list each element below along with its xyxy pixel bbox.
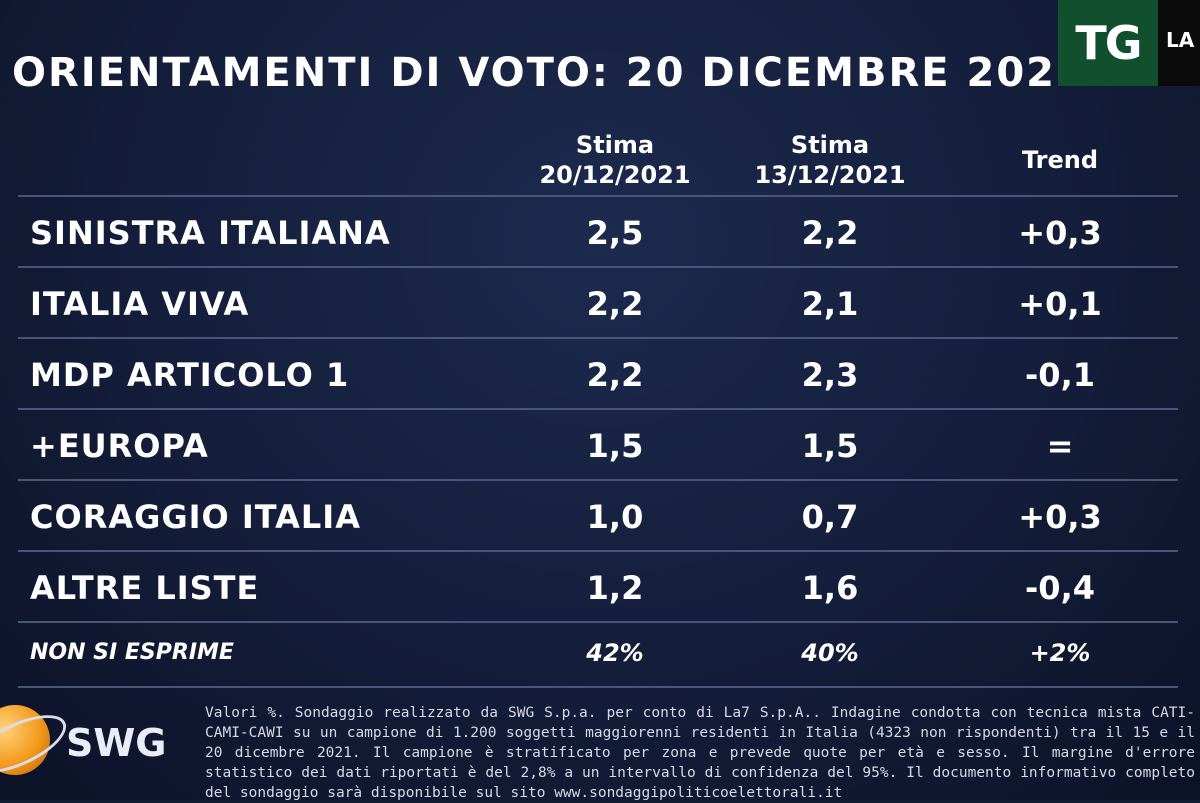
- party-name: NON SI ESPRIME: [30, 640, 234, 665]
- stima-13-value: 0,7: [801, 498, 859, 536]
- trend-value: +2%: [1029, 639, 1091, 667]
- table-divider: [18, 408, 1178, 410]
- stima-20-value: 2,2: [586, 356, 644, 394]
- swg-logo: SWG: [0, 695, 190, 800]
- table-divider: [18, 195, 1178, 197]
- table-row: SINISTRA ITALIANA 2,5 2,2 +0,3: [0, 198, 1200, 268]
- table-divider: [18, 621, 1178, 623]
- table-row: MDP ARTICOLO 1 2,2 2,3 -0,1: [0, 340, 1200, 410]
- column-header-line1: Trend: [1021, 146, 1099, 174]
- column-header-line2: 13/12/2021: [754, 161, 906, 189]
- tg-logo-text: TG: [1058, 0, 1158, 86]
- trend-value: +0,1: [1018, 285, 1102, 323]
- trend-value: -0,4: [1025, 569, 1095, 607]
- table-row: +EUROPA 1,5 1,5 =: [0, 411, 1200, 481]
- table-row: CORAGGIO ITALIA 1,0 0,7 +0,3: [0, 482, 1200, 552]
- party-name: CORAGGIO ITALIA: [30, 498, 361, 536]
- column-header-line1: Stima: [790, 131, 870, 159]
- table-row-non-si-esprime: NON SI ESPRIME 42% 40% +2%: [0, 620, 1200, 686]
- stima-13-value: 40%: [801, 639, 859, 667]
- stima-20-value: 2,5: [586, 214, 644, 252]
- table-divider: [18, 266, 1178, 268]
- la7-logo-text: LA: [1166, 28, 1195, 52]
- trend-value: +0,3: [1018, 498, 1102, 536]
- stima-13-value: 2,2: [801, 214, 859, 252]
- stima-20-value: 1,0: [586, 498, 644, 536]
- party-name: ITALIA VIVA: [30, 285, 250, 323]
- stima-13-value: 1,5: [801, 427, 859, 465]
- stima-20-value: 1,2: [586, 569, 644, 607]
- column-header-line1: Stima: [575, 131, 655, 159]
- column-header-stima-13: Stima 13/12/2021: [735, 130, 925, 190]
- column-header-stima-20: Stima 20/12/2021: [520, 130, 710, 190]
- party-name: ALTRE LISTE: [30, 569, 260, 607]
- stima-20-value: 1,5: [586, 427, 644, 465]
- table-row: ALTRE LISTE 1,2 1,6 -0,4: [0, 553, 1200, 623]
- table-row: ITALIA VIVA 2,2 2,1 +0,1: [0, 269, 1200, 339]
- table-divider: [18, 686, 1178, 688]
- table-divider: [18, 479, 1178, 481]
- column-header-trend: Trend: [990, 145, 1130, 175]
- trend-value: =: [1046, 427, 1074, 465]
- trend-value: -0,1: [1025, 356, 1095, 394]
- page-title: ORIENTAMENTI DI VOTO: 20 DICEMBRE 2021: [12, 50, 1086, 96]
- table-divider: [18, 337, 1178, 339]
- party-name: MDP ARTICOLO 1: [30, 356, 350, 394]
- stima-13-value: 2,3: [801, 356, 859, 394]
- methodology-note: Valori %. Sondaggio realizzato da SWG S.…: [205, 705, 1195, 801]
- trend-value: +0,3: [1018, 214, 1102, 252]
- swg-logo-text: SWG: [66, 721, 167, 765]
- stima-20-value: 42%: [586, 639, 644, 667]
- stima-20-value: 2,2: [586, 285, 644, 323]
- party-name: SINISTRA ITALIANA: [30, 214, 391, 252]
- stima-13-value: 1,6: [801, 569, 859, 607]
- column-header-line2: 20/12/2021: [539, 161, 691, 189]
- party-name: +EUROPA: [30, 427, 209, 465]
- table-divider: [18, 550, 1178, 552]
- stima-13-value: 2,1: [801, 285, 859, 323]
- tg-la7-logo: TG LA: [1058, 0, 1200, 86]
